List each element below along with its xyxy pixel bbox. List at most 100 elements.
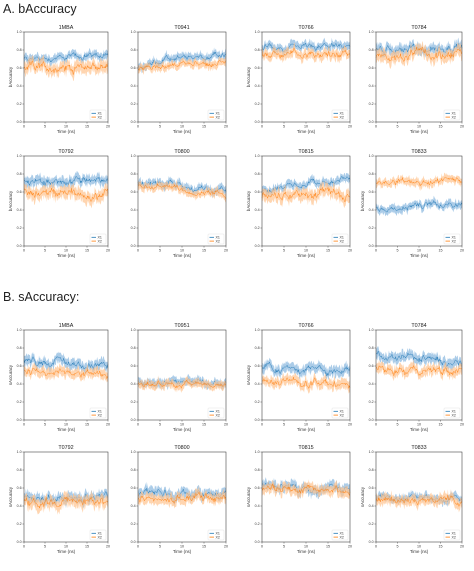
x-tick-label: 15 xyxy=(85,249,89,253)
x-tick-label: 20 xyxy=(224,545,228,549)
x-tick-label: 15 xyxy=(326,423,330,427)
series-band-x2 xyxy=(138,485,226,509)
x-tick-label: 20 xyxy=(348,545,352,549)
legend-label-x1: X1 xyxy=(98,112,102,116)
y-tick-label: 0.6 xyxy=(255,66,260,70)
legend-label-x2: X2 xyxy=(452,115,456,119)
legend-label-x2: X2 xyxy=(340,535,344,539)
panel-b-t0792: T0792 0 5 10 15 20 0.0 0.2 0.4 0.6 0.8 1.0 Time (ns)… xyxy=(8,149,110,258)
panel-title: T0792 xyxy=(58,445,73,451)
y-tick-label: 0.6 xyxy=(131,364,136,368)
y-tick-label: 0.2 xyxy=(369,102,374,106)
x-tick-label: 15 xyxy=(202,423,206,427)
y-tick-label: 0.0 xyxy=(17,540,22,544)
series-line-x1 xyxy=(261,42,351,53)
legend-label-x1: X1 xyxy=(452,112,456,116)
legend-label-x2: X2 xyxy=(452,239,456,243)
y-tick-label: 1.0 xyxy=(255,30,260,34)
x-tick-label: 10 xyxy=(64,545,68,549)
y-tick-label: 1.0 xyxy=(255,450,260,454)
section-title-a: A. bAccuracy xyxy=(3,2,77,16)
y-tick-label: 0.0 xyxy=(369,540,374,544)
panel-s-t0792: T0792 0 5 10 15 20 0.0 0.2 0.4 0.6 0.8 1.0 Time (ns)… xyxy=(8,445,110,554)
x-tick-label: 5 xyxy=(159,125,161,129)
x-tick-label: 5 xyxy=(283,125,285,129)
series-band-x2 xyxy=(376,172,462,191)
x-tick-label: 20 xyxy=(106,423,110,427)
legend-label-x1: X1 xyxy=(340,410,344,414)
y-tick-label: 1.0 xyxy=(17,154,22,158)
y-axis-label: sAccuracy xyxy=(8,486,13,507)
x-tick-label: 5 xyxy=(44,125,46,129)
x-tick-label: 15 xyxy=(85,423,89,427)
y-tick-label: 0.4 xyxy=(369,84,374,88)
y-tick-label: 0.4 xyxy=(131,208,136,212)
legend-label-x2: X2 xyxy=(216,239,220,243)
y-tick-label: 1.0 xyxy=(131,30,136,34)
y-tick-label: 0.2 xyxy=(131,522,136,526)
y-tick-label: 0.4 xyxy=(17,208,22,212)
y-tick-label: 0.2 xyxy=(17,522,22,526)
y-tick-label: 0.0 xyxy=(17,418,22,422)
x-tick-label: 10 xyxy=(64,423,68,427)
x-tick-label: 0 xyxy=(23,423,25,427)
y-tick-label: 0.8 xyxy=(255,48,260,52)
x-tick-label: 15 xyxy=(326,125,330,129)
series-band-x2 xyxy=(262,42,350,65)
x-tick-label: 20 xyxy=(460,545,464,549)
y-tick-label: 0.4 xyxy=(255,382,260,386)
series-line-x1 xyxy=(137,51,227,70)
legend-label-x1: X1 xyxy=(216,112,220,116)
x-tick-label: 0 xyxy=(137,423,139,427)
x-tick-label: 5 xyxy=(397,545,399,549)
legend-label-x1: X1 xyxy=(340,532,344,536)
y-tick-label: 0.4 xyxy=(255,208,260,212)
y-tick-label: 0.0 xyxy=(17,244,22,248)
series-line-x2 xyxy=(23,187,109,202)
y-axis-label: sAccuracy xyxy=(8,364,13,385)
y-tick-label: 0.8 xyxy=(17,468,22,472)
legend-label-x1: X1 xyxy=(452,236,456,240)
y-tick-label: 1.0 xyxy=(369,30,374,34)
x-tick-label: 20 xyxy=(348,423,352,427)
y-tick-label: 0.4 xyxy=(255,84,260,88)
legend-label-x1: X1 xyxy=(340,236,344,240)
plot-frame xyxy=(137,329,227,421)
y-tick-label: 0.2 xyxy=(255,102,260,106)
x-tick-label: 10 xyxy=(417,249,421,253)
x-tick-label: 20 xyxy=(348,249,352,253)
y-tick-label: 1.0 xyxy=(369,328,374,332)
series-line-x2 xyxy=(137,59,227,72)
series-line-x1 xyxy=(261,361,351,377)
x-tick-label: 20 xyxy=(106,125,110,129)
x-tick-label: 15 xyxy=(85,545,89,549)
series-line-x2 xyxy=(261,377,351,389)
x-tick-label: 20 xyxy=(224,125,228,129)
y-tick-label: 0.6 xyxy=(369,66,374,70)
panel-s-t0800: T0800 0 5 10 15 20 0.0 0.2 0.4 0.6 0.8 1.0 Time (ns)… xyxy=(131,445,228,554)
series-line-x1 xyxy=(23,51,109,63)
y-tick-label: 0.8 xyxy=(255,468,260,472)
x-tick-label: 0 xyxy=(375,423,377,427)
legend-label-x2: X2 xyxy=(98,535,102,539)
y-tick-label: 0.8 xyxy=(131,48,136,52)
plot-frame xyxy=(261,155,351,247)
y-tick-label: 1.0 xyxy=(131,154,136,158)
y-tick-label: 0.6 xyxy=(255,486,260,490)
legend-label-x1: X1 xyxy=(98,410,102,414)
x-axis-label: Time (ns) xyxy=(297,129,316,134)
x-axis-label: Time (ns) xyxy=(57,253,76,258)
panel-b-t0941: T0941 0 5 10 15 20 0.0 0.2 0.4 0.6 0.8 1.0 Time (ns)… xyxy=(131,25,228,134)
series-line-x2 xyxy=(137,491,227,504)
section-title-b: B. sAccuracy: xyxy=(3,290,79,304)
y-tick-label: 0.0 xyxy=(131,418,136,422)
x-tick-label: 20 xyxy=(460,125,464,129)
panel-s-t0766: T0766 0 5 10 15 20 0.0 0.2 0.4 0.6 0.8 1.0 Time (ns)… xyxy=(246,323,352,432)
